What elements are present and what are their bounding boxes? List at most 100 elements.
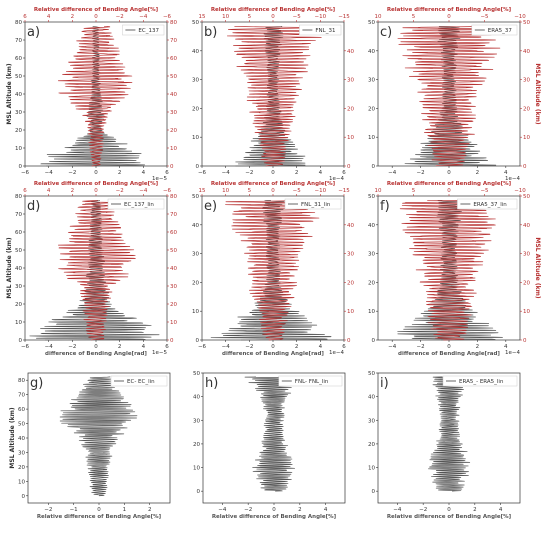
x-tick-label: 0 — [94, 170, 98, 176]
top-axis-title: Relative difference of Bending Angle[%] — [387, 181, 512, 187]
right-tick-label: 10 — [170, 146, 177, 152]
y-tick-label: 30 — [192, 78, 199, 84]
x-tick-label: 2 — [473, 507, 477, 513]
x-tick-label: −2 — [68, 170, 76, 176]
y-tick-label: 20 — [192, 106, 199, 112]
x-tick-label: 2 — [476, 170, 480, 176]
top-tick-label: 2 — [71, 14, 75, 20]
right-tick-label: 40 — [523, 49, 530, 55]
series-line-gray — [404, 25, 497, 167]
x-tick-label: 4 — [504, 170, 508, 176]
x-tick-label: −4 — [393, 507, 402, 513]
y-tick-label: 80 — [15, 20, 22, 26]
y-tick-label: 10 — [15, 146, 22, 152]
series-line-red — [399, 199, 502, 341]
top-tick-label: 5 — [412, 188, 416, 194]
right-tick-label: 0 — [523, 338, 527, 344]
x-tick-label: 1 — [123, 507, 127, 513]
x-tick-label: 0 — [447, 344, 451, 350]
x-tick-label: −4 — [45, 344, 54, 350]
y-tick-label: 0 — [197, 489, 201, 495]
top-tick-label: −15 — [338, 14, 350, 20]
top-tick-label: −10 — [315, 188, 327, 194]
top-tick-label: −4 — [139, 188, 148, 194]
x-axis-title: difference of Bending Angle[rad] — [398, 351, 500, 357]
x-tick-label: 4 — [319, 170, 323, 176]
y-tick-label: 60 — [15, 56, 22, 62]
x-tick-label: −1 — [70, 507, 78, 513]
right-tick-label: 30 — [523, 252, 530, 258]
right-tick-label: 50 — [523, 20, 530, 26]
y-tick-label: 0 — [196, 164, 200, 170]
series-line-red — [225, 199, 325, 341]
top-tick-label: −15 — [338, 188, 350, 194]
y-tick-label: 40 — [193, 395, 200, 401]
legend-label: FNL- FNL_lin — [295, 379, 329, 385]
right-tick-label: 10 — [347, 309, 354, 315]
y-tick-label: 40 — [368, 395, 375, 401]
y-tick-label: 30 — [15, 284, 22, 290]
series-line-red — [226, 25, 322, 167]
top-tick-label: 5 — [412, 14, 416, 20]
top-tick-label: −6 — [163, 14, 172, 20]
y-tick-label: 20 — [15, 302, 22, 308]
right-tick-label: 40 — [170, 92, 177, 98]
y-tick-label: 50 — [18, 422, 25, 428]
series-line-red — [57, 199, 136, 341]
series-line-gray — [428, 376, 471, 492]
y-axis-title: MSL Altitude (km) — [6, 63, 13, 124]
panel-label: g) — [30, 376, 43, 391]
legend-box — [122, 24, 165, 36]
y-tick-label: 10 — [15, 320, 22, 326]
right-tick-label: 40 — [170, 266, 177, 272]
y-tick-label: 40 — [368, 223, 375, 229]
x-tick-label: −2 — [68, 344, 76, 350]
y-tick-label: 40 — [15, 266, 22, 272]
legend-box — [299, 24, 342, 36]
y-tick-label: 50 — [15, 248, 22, 254]
series-line-gray — [40, 25, 145, 167]
x-tick-label: −6 — [21, 344, 30, 350]
x-axis-title: difference of Bending Angle[rad] — [45, 351, 147, 357]
panel-label: e) — [204, 199, 217, 214]
y-tick-label: 50 — [192, 194, 199, 200]
x-tick-label: 4 — [142, 344, 146, 350]
series-line-red — [397, 25, 501, 167]
right-tick-label: 60 — [170, 56, 177, 62]
y-tick-label: 70 — [18, 393, 25, 399]
x-tick-label: −6 — [198, 170, 207, 176]
top-tick-label: 10 — [222, 14, 229, 20]
top-tick-label: 15 — [199, 188, 206, 194]
x-tick-label: −4 — [388, 170, 397, 176]
legend-box — [471, 24, 518, 36]
y-tick-label: 10 — [192, 309, 199, 315]
right-tick-label: 30 — [170, 284, 177, 290]
x-tick-label: 4 — [324, 507, 328, 513]
x-tick-label: −2 — [245, 170, 253, 176]
x-tick-label: 0 — [94, 344, 98, 350]
y-tick-label: 30 — [193, 418, 200, 424]
x-tick-label: −2 — [419, 507, 427, 513]
x-multiplier: 1e−5 — [152, 176, 167, 182]
top-tick-label: 0 — [94, 14, 98, 20]
legend-label: FNL_31_lin — [301, 202, 331, 208]
y-tick-label: 50 — [368, 194, 375, 200]
panel-label: h) — [205, 376, 218, 391]
y-tick-label: 20 — [193, 442, 200, 448]
x-multiplier: 1e−4 — [505, 350, 520, 356]
y-tick-label: 40 — [15, 92, 22, 98]
y-tick-label: 20 — [368, 106, 375, 112]
y-tick-label: 0 — [372, 164, 376, 170]
x-tick-label: 2 — [295, 344, 299, 350]
y-tick-label: 0 — [372, 338, 376, 344]
right-axis-title: MSL Altitude (km) — [534, 237, 541, 298]
y-tick-label: 30 — [15, 110, 22, 116]
panel-label: f) — [380, 199, 390, 214]
y-tick-label: 70 — [15, 38, 22, 44]
right-tick-label: 30 — [170, 110, 177, 116]
top-tick-label: 10 — [222, 188, 229, 194]
y-tick-label: 50 — [193, 371, 200, 377]
